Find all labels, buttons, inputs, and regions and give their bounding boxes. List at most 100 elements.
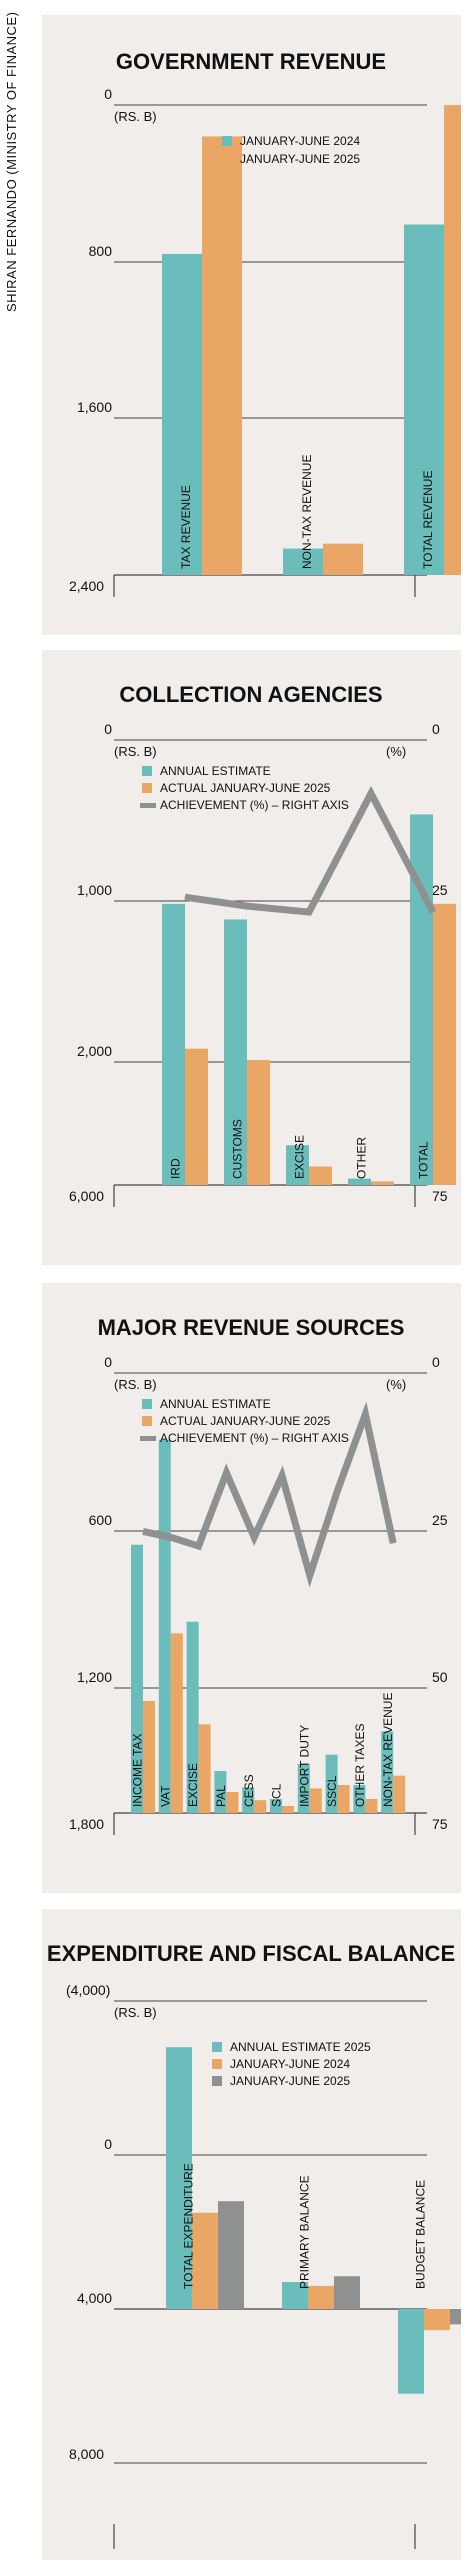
category-label-total-revenue: TOTAL REVENUE [421,471,435,569]
bar-non-tax-revenue-annual-estimate [381,1731,394,1813]
achievement-point-other [370,792,372,794]
bar-budget-balance-january-june-2024 [424,2309,450,2331]
category-label-vat: VAT [158,1785,172,1807]
bar-ird-annual-estimate [162,903,185,1185]
category-label-total-expenditure: TOTAL EXPENDITURE [182,2163,196,2289]
category-label-pal: PAL [214,1785,228,1807]
y-tick-label: 1,600 [77,399,112,415]
bar-ird-actual-january-june-2025 [185,1048,208,1185]
y-right-tick-label: 0 [432,1354,440,1370]
right-axis-unit: (%) [386,1377,406,1392]
y-tick-label: 0 [104,86,112,102]
bar-excise-annual-estimate [286,1145,309,1185]
bar-import-duty-annual-estimate [297,1764,310,1813]
bar-excise-actual-january-june-2025 [309,1166,332,1185]
byline: SHIRAN FERNANDO (MINISTRY OF FINANCE) [4,12,19,313]
achievement-point-cess [253,1536,255,1538]
bar-other-annual-estimate [348,1178,371,1185]
achievement-point-excise [308,911,310,913]
legend-swatch-annual-estimate-2025 [212,2042,222,2052]
achievement-point-customs [246,905,248,907]
bar-vat-annual-estimate [158,1439,171,1813]
bar-primary-balance-annual-estimate-2025 [282,2282,308,2309]
chart-title: MAJOR REVENUE SOURCES [98,1315,405,1340]
y-tick-label: 0 [104,2136,112,2152]
bar-vat-actual-january-june-2025 [170,1633,183,1813]
y-tick-label: 8,000 [69,2446,104,2462]
legend-swatch-january-june-2025 [222,154,232,164]
bar-other-taxes-actual-january-june-2025 [365,1799,378,1813]
category-label-primary-balance: PRIMARY BALANCE [298,2175,312,2289]
y-tick-label: 2,000 [77,1043,112,1059]
legend-label-january-june-2024: JANUARY-JUNE 2024 [240,134,360,148]
bar-non-tax-revenue-january-june-2025 [323,543,363,575]
y-tick-label: 0 [104,1354,112,1370]
bar-other-taxes-annual-estimate [353,1785,366,1813]
chart-svg: COLLECTION AGENCIES (RS. B) (%) 0 1,000 2,… [69,682,456,1207]
right-axis-unit: (%) [386,744,406,759]
bar-cess-actual-january-june-2025 [254,1800,267,1813]
bar-excise-actual-january-june-2025 [198,1724,211,1813]
bar-cess-annual-estimate [242,1787,255,1813]
achievement-line [142,1401,397,1588]
y-tick-label: 6,000 [69,1188,104,1204]
legend-label-january-june-2024: JANUARY-JUNE 2024 [230,2057,350,2071]
legend-label-january-june-2025: JANUARY-JUNE 2025 [240,152,360,166]
category-label-import-duty: IMPORT DUTY [297,1725,311,1807]
legend-label-actual-january-june-2025: ACTUAL JANUARY-JUNE 2025 [160,781,331,795]
y-tick-label: 0 [104,721,112,737]
category-label-sscl: SSCL [325,1775,339,1807]
bar-customs-actual-january-june-2025 [247,1060,270,1185]
legend-swatch-annual-estimate [142,1399,152,1409]
legend-label-annual-estimate: ANNUAL ESTIMATE [160,764,271,778]
bar-total-revenue-january-june-2024 [404,224,444,575]
bar-scl-annual-estimate [270,1799,282,1813]
axis-unit: (RS. B) [114,109,157,124]
legend-label-achievement-right-axis: ACHIEVEMENT (%) – RIGHT AXIS [160,1431,349,1445]
achievement-point-excise [198,1545,200,1547]
achievement-point-scl [281,1475,283,1477]
bar-primary-balance-january-june-2024 [308,2285,334,2309]
achievement-point-ird [184,896,186,898]
y-right-tick-label: 25 [432,882,448,898]
y-tick-label: 1,200 [77,1669,112,1685]
chart-svg: GOVERNMENT REVENUE (RS. B) 0 800 1,600 2,40… [69,49,461,597]
y-tick-label: 800 [89,243,113,259]
legend-swatch-actual-january-june-2025 [142,1416,152,1426]
bar-pal-annual-estimate [214,1771,227,1813]
category-label-ird: IRD [168,1158,182,1179]
legend-swatch-annual-estimate [142,766,152,776]
bar-tax-revenue-january-june-2025 [202,136,242,575]
category-label-non-tax-revenue: NON-TAX REVENUE [300,455,314,569]
axis-unit: (RS. B) [114,744,157,759]
bar-total-expenditure-annual-estimate-2025 [166,2047,192,2309]
bar-total-expenditure-january-june-2024 [192,2212,218,2309]
chart-title: EXPENDITURE AND FISCAL BALANCE [47,1941,455,1966]
bar-sscl-annual-estimate [325,1754,338,1813]
category-label-excise: EXCISE [292,1135,306,1179]
achievement-point-non-tax-revenue [392,1542,394,1544]
bar-income-tax-annual-estimate [131,1544,143,1813]
axis-unit: (RS. B) [114,2005,157,2020]
bar-tax-revenue-january-june-2024 [162,253,202,575]
category-label-cess: CESS [242,1774,256,1807]
category-label-customs: CUSTOMS [230,1119,244,1179]
bar-other-actual-january-june-2025 [371,1181,394,1185]
chart-major-revenue-sources: MAJOR REVENUE SOURCES (RS. B) (%) 0 600 1,… [42,1283,461,1893]
bar-import-duty-actual-january-june-2025 [309,1788,322,1813]
achievement-point-sscl [337,1489,339,1491]
bar-scl-actual-january-june-2025 [282,1806,294,1813]
bar-budget-balance-annual-estimate-2025 [398,2309,424,2394]
legend-label-annual-estimate-2025: ANNUAL ESTIMATE 2025 [230,2040,371,2054]
y-tick-label: 1,800 [69,1816,104,1832]
category-label-income-tax: INCOME TAX [131,1733,145,1807]
category-label-scl: SCL [270,1783,284,1807]
bar-excise-annual-estimate [186,1621,199,1813]
category-label-other: OTHER [354,1137,368,1179]
bar-total-actual-january-june-2025 [433,903,456,1185]
bar-non-tax-revenue-january-june-2024 [283,548,323,575]
y-tick-label: (4,000) [66,1982,110,1998]
achievement-point-other-taxes [364,1413,366,1415]
chart-expenditure-fiscal-balance: EXPENDITURE AND FISCAL BALANCE (RS. B) (… [42,1909,461,2560]
achievement-point-pal [225,1472,227,1474]
